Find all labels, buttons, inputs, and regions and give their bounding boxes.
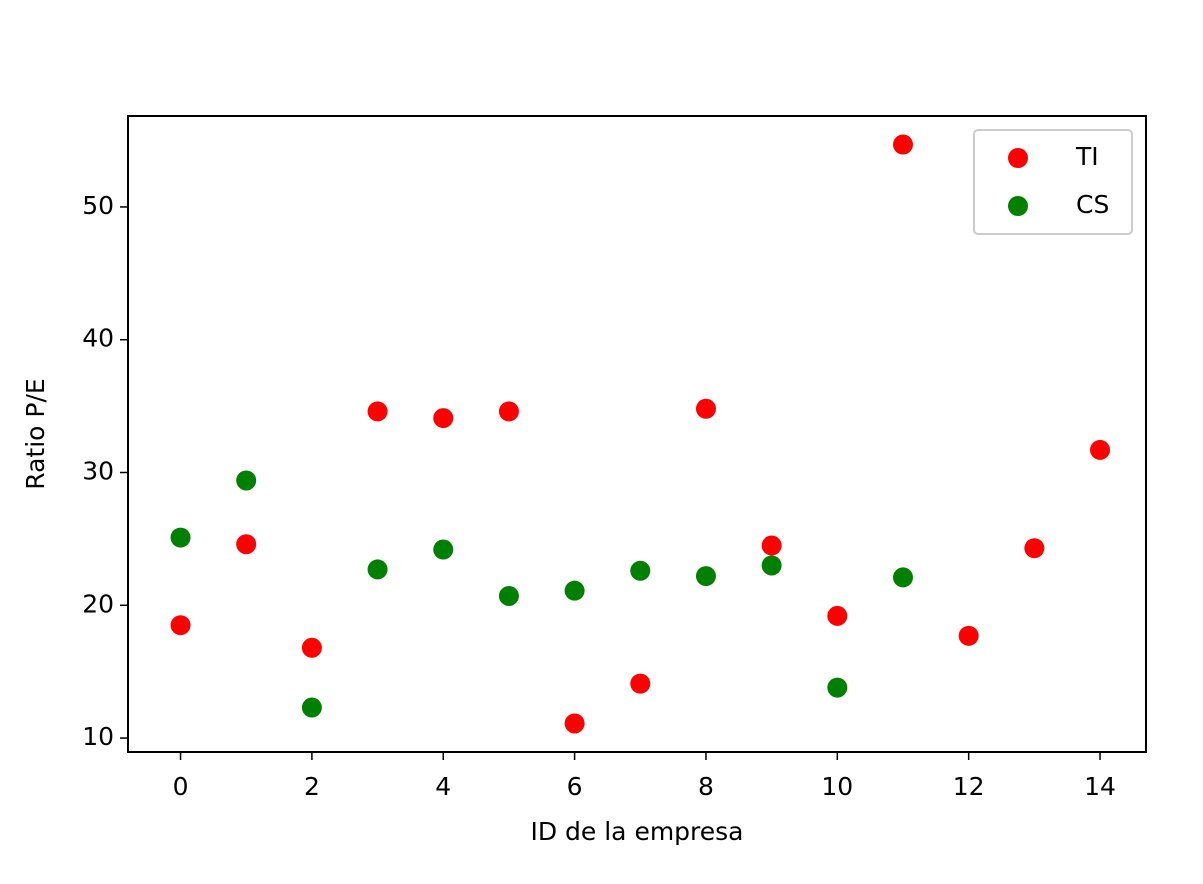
plot-frame: [127, 115, 1147, 753]
point: [170, 615, 191, 636]
point: [564, 713, 585, 734]
point: [630, 673, 651, 694]
point: [236, 534, 257, 555]
x-axis-label: ID de la empresa: [530, 817, 743, 846]
x-tick-label: 2: [304, 772, 320, 801]
x-tick-label: 0: [173, 772, 189, 801]
legend-label: TI: [1075, 142, 1099, 171]
point: [301, 697, 322, 718]
point: [892, 567, 913, 588]
point: [892, 134, 913, 155]
y-tick-label: 40: [82, 324, 114, 353]
point: [1090, 439, 1111, 460]
point: [433, 408, 454, 429]
point: [827, 605, 848, 626]
y-tick-label: 30: [82, 457, 114, 486]
point: [367, 401, 388, 422]
point: [367, 559, 388, 580]
point: [564, 580, 585, 601]
y-axis-label: Ratio P/E: [21, 378, 50, 489]
point: [827, 677, 848, 698]
point: [695, 566, 716, 587]
point: [498, 401, 519, 422]
x-tick-label: 8: [698, 772, 714, 801]
point: [433, 539, 454, 560]
x-tick-label: 12: [953, 772, 985, 801]
point: [761, 555, 782, 576]
legend-marker: [1008, 196, 1028, 216]
legend-marker: [1008, 148, 1028, 168]
x-tick-label: 6: [567, 772, 583, 801]
point: [301, 637, 322, 658]
point: [236, 470, 257, 491]
point: [498, 585, 519, 606]
point: [761, 535, 782, 556]
point: [170, 527, 191, 548]
point: [1024, 538, 1045, 559]
legend-label: CS: [1076, 190, 1109, 219]
y-tick-label: 10: [82, 722, 114, 751]
x-tick-label: 4: [435, 772, 451, 801]
point: [695, 398, 716, 419]
point: [630, 560, 651, 581]
y-tick-label: 20: [82, 589, 114, 618]
x-tick-label: 14: [1084, 772, 1116, 801]
y-tick-label: 50: [82, 191, 114, 220]
point: [958, 625, 979, 646]
x-tick-label: 10: [821, 772, 853, 801]
